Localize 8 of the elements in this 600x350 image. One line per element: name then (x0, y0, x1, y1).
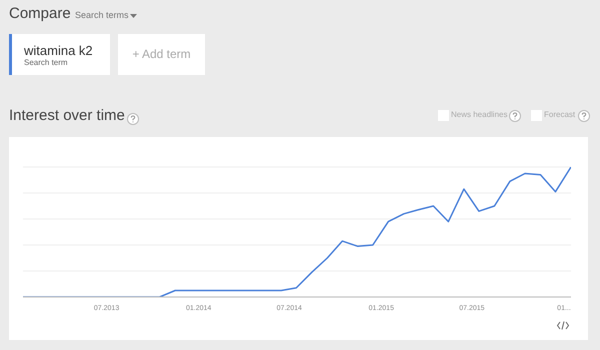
chart-title: Interest over time (9, 107, 125, 124)
text: Search terms (75, 10, 129, 20)
text: + Add term (118, 34, 205, 75)
text: News headlines (451, 110, 508, 119)
text: Search term (24, 58, 69, 67)
text: Compare (9, 5, 71, 22)
text: witamina k2 (24, 43, 94, 58)
text: Forecast (544, 110, 576, 119)
